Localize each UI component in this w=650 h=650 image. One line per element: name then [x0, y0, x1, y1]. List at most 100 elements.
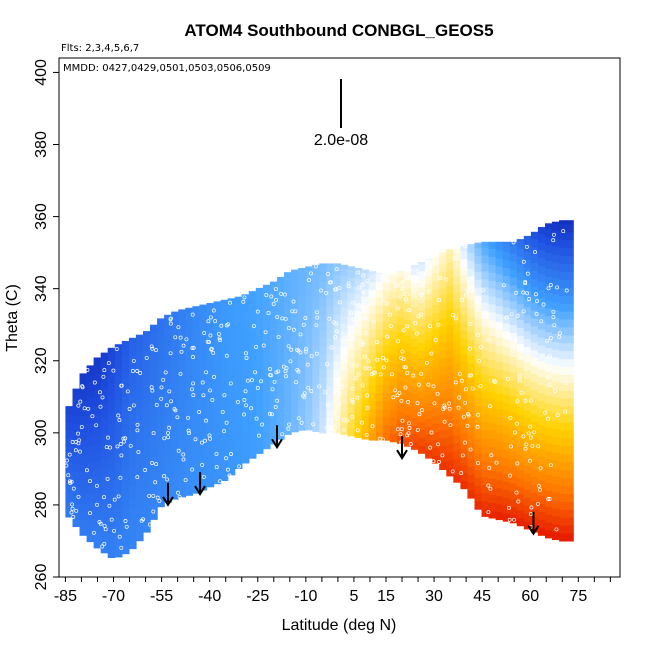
field-cell: [178, 465, 186, 474]
observation-point: [183, 478, 188, 483]
field-cell: [114, 422, 123, 431]
field-cell: [460, 433, 469, 442]
observation-point: [294, 380, 298, 385]
observation-point: [123, 519, 128, 523]
field-cell: [354, 350, 363, 359]
field-cell: [185, 312, 193, 322]
field-cell: [86, 486, 95, 495]
field-cell: [453, 331, 461, 340]
observation-point: [419, 371, 424, 376]
field-cell: [418, 381, 426, 391]
field-cell: [389, 322, 398, 332]
field-cell: [411, 385, 419, 395]
observation-point: [468, 373, 473, 378]
field-cell: [516, 271, 525, 281]
observation-point: [181, 457, 186, 462]
field-cell: [326, 424, 335, 434]
field-cell: [460, 306, 469, 315]
field-cell: [403, 398, 412, 407]
field-cell: [234, 436, 243, 446]
field-cell: [559, 303, 567, 312]
field-cell: [305, 295, 313, 304]
field-cell: [361, 304, 370, 313]
field-cell: [277, 304, 285, 313]
observation-point: [309, 271, 313, 276]
field-cell: [248, 370, 257, 380]
observation-point: [400, 349, 405, 354]
field-cell: [530, 294, 539, 303]
field-cell: [432, 264, 440, 274]
field-cell: [453, 283, 461, 293]
field-cell: [545, 244, 553, 253]
field-cell: [128, 516, 137, 526]
field-cell: [559, 406, 567, 415]
field-cell: [516, 454, 525, 463]
field-cell: [552, 221, 560, 223]
observation-point: [546, 416, 551, 421]
observation-point: [448, 423, 453, 428]
field-cell: [291, 312, 299, 322]
field-cell: [305, 390, 313, 399]
field-cell: [93, 389, 102, 398]
field-cell: [100, 489, 109, 498]
field-cell: [79, 376, 88, 386]
field-cell: [516, 406, 525, 416]
observation-point: [487, 404, 492, 409]
field-cell: [213, 325, 222, 334]
field-cell: [135, 358, 144, 367]
field-cell: [227, 458, 236, 468]
field-cell: [128, 397, 137, 407]
field-cell: [340, 275, 349, 285]
field-cell: [199, 331, 208, 340]
observation-point: [166, 430, 170, 435]
field-cell: [86, 430, 95, 439]
field-cell: [284, 386, 292, 396]
field-cell: [107, 533, 116, 543]
observation-point: [228, 300, 232, 305]
field-cell: [185, 392, 193, 401]
field-cell: [566, 326, 574, 336]
field-cell: [65, 421, 74, 431]
observation-point: [326, 272, 330, 277]
field-cell: [114, 406, 123, 415]
field-cell: [375, 329, 384, 338]
field-cell: [255, 294, 264, 304]
field-cell: [164, 430, 172, 440]
field-cell: [241, 447, 250, 456]
field-cell: [284, 426, 292, 435]
field-cell: [495, 456, 504, 465]
observation-point: [375, 340, 379, 345]
field-cell: [516, 398, 525, 408]
observation-point: [260, 422, 265, 427]
observation-point: [538, 466, 543, 471]
field-cell: [523, 417, 532, 427]
field-cell: [135, 366, 144, 375]
field-cell: [488, 351, 497, 360]
field-cell: [65, 445, 74, 454]
field-cell: [396, 379, 405, 389]
field-cell: [255, 397, 264, 407]
field-cell: [418, 262, 426, 272]
field-cell: [157, 324, 165, 333]
observation-point: [273, 405, 278, 409]
field-cell: [481, 365, 490, 375]
field-cell: [502, 497, 511, 506]
observation-point: [291, 299, 296, 304]
observation-point: [249, 406, 254, 411]
field-cell: [537, 376, 546, 386]
field-cell: [65, 453, 74, 462]
field-cell: [199, 482, 208, 491]
field-cell: [241, 367, 250, 377]
field-cell: [467, 363, 476, 372]
field-cell: [488, 446, 497, 456]
field-cell: [72, 470, 81, 480]
field-cell: [361, 359, 370, 369]
field-cell: [552, 483, 560, 493]
observation-point: [71, 515, 76, 519]
field-cell: [199, 402, 208, 412]
field-cell: [72, 494, 81, 504]
field-cell: [502, 346, 511, 356]
y-tick-label: 360: [33, 203, 50, 230]
observation-point: [464, 292, 469, 297]
field-cell: [396, 292, 405, 302]
